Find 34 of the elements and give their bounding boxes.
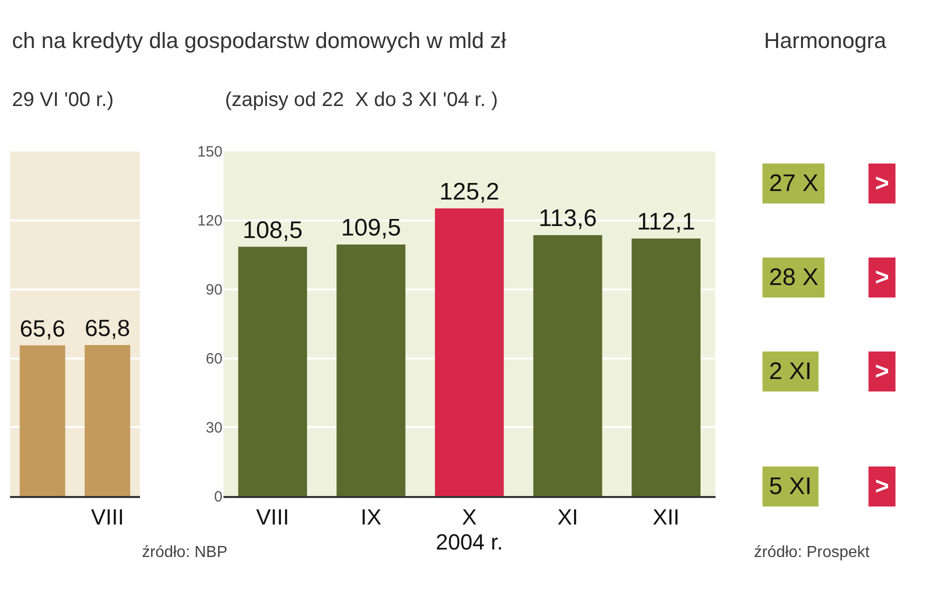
data-label: 112,1: [636, 208, 696, 236]
text: >: [875, 264, 890, 291]
text: Harmonogra: [764, 28, 888, 53]
text: >: [875, 358, 890, 385]
text: >: [875, 473, 890, 500]
data-label: 113,6: [538, 205, 597, 232]
text: ch na kredyty dla gospodarstw domowych w mld zł: [12, 28, 506, 53]
text: >: [875, 170, 890, 197]
data-label: 109,5: [340, 214, 402, 242]
x-axis-title: 2004 r.: [436, 530, 503, 555]
data-label: 108,5: [242, 216, 303, 244]
text: 2 XI: [769, 358, 812, 385]
data-label: 65,8: [84, 315, 130, 342]
text: 27 X: [769, 170, 818, 197]
x-tick-label: X: [462, 504, 478, 530]
x-tick-label: VIII: [90, 504, 124, 530]
x-tick-label: XII: [652, 504, 680, 530]
chart-subtitle: (zapisy od 22 X do 3 XI '04 r. ): [225, 89, 498, 111]
data-label: 125,2: [439, 178, 500, 206]
y-tick-label: 30: [206, 419, 222, 436]
y-tick-label: 0: [214, 488, 222, 506]
y-tick-label: 150: [197, 144, 222, 161]
data-label: 65,6: [20, 316, 66, 342]
text: źródło: NBP: [142, 544, 228, 561]
chart-subtitle: 29 VI '00 r.): [12, 89, 114, 111]
x-tick-label: VIII: [256, 504, 290, 530]
x-tick-label: IX: [360, 504, 382, 530]
x-tick-label: XI: [557, 504, 578, 530]
text: źródło: Prospekt: [754, 544, 870, 561]
text: 5 XI: [769, 473, 812, 500]
text: 28 X: [769, 264, 818, 291]
y-tick-label: 120: [197, 212, 222, 230]
y-tick-label: 90: [206, 282, 222, 299]
y-tick-label: 60: [206, 350, 222, 368]
